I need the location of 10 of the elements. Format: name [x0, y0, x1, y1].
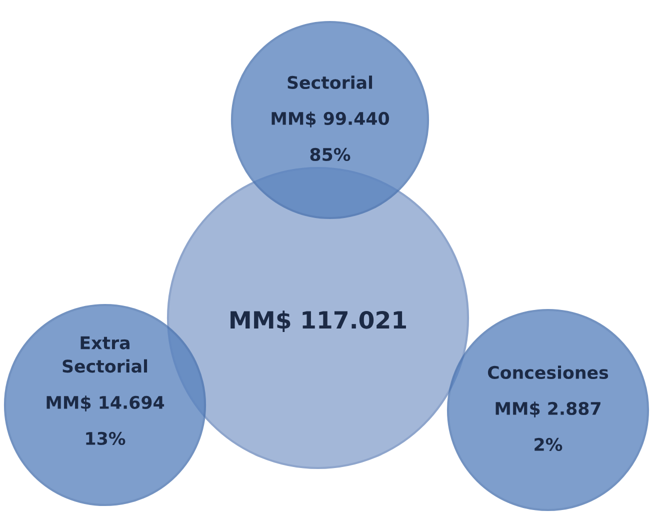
- data-label: 13%: [86, 432, 126, 446]
- data-label: MM$ 2.887: [496, 402, 600, 418]
- category-label: Concesiones: [488, 366, 608, 380]
- category-label: Extra Sectorial: [62, 336, 148, 373]
- data-label: 2%: [534, 438, 562, 452]
- category-label: Sectorial: [288, 76, 372, 90]
- data-label: MM$ 99.440: [272, 112, 390, 128]
- data-label: MM$ 14.694: [46, 396, 164, 412]
- text: MM$ 117.021: [230, 310, 406, 332]
- data-label: 85%: [310, 148, 350, 162]
